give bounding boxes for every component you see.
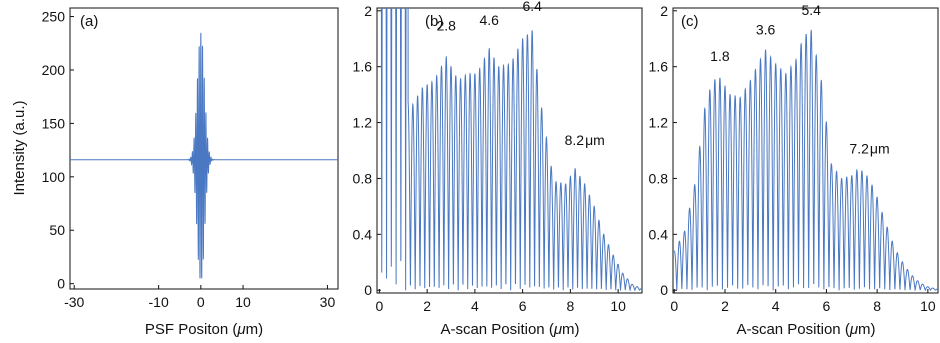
- panel-a-xtick-label-3: 10: [235, 294, 251, 310]
- panel-c-xtick-label-5: 10: [920, 298, 936, 314]
- panel-b-xlabel: A-scan Position (μm): [440, 321, 579, 338]
- panel-b-xlabel-unit: m): [562, 321, 580, 338]
- panel-c-ytick-label-0: 0: [660, 282, 668, 298]
- panel-b-peak-annotation-3: 8.2μm: [565, 132, 605, 148]
- panel-b-peak-unit-3: μm: [585, 132, 605, 148]
- panel-c-ytick-label-3: 1.2: [649, 115, 669, 131]
- panel-c-peak-value-0: 1.8: [710, 48, 730, 64]
- panel-a-ytick-label-0: 0: [57, 276, 65, 292]
- panel-b-ytick-label-3: 1.2: [353, 115, 373, 131]
- panel-a-series-line-0: [70, 32, 338, 279]
- panel-b-ytick-label-0: 0: [364, 282, 372, 298]
- panel-a: -30 -10 0 10 30 0 50 100 150 200 250 (a) Intensity…: [11, 7, 339, 338]
- panel-b-xtick-label-2: 4: [471, 298, 479, 314]
- panel-a-ytick-label-5: 250: [42, 9, 66, 25]
- panel-c-ytick-label-5: 2: [660, 3, 668, 19]
- panel-b-xtick-label-5: 10: [610, 298, 626, 314]
- panel-c-xlabel-unit: m): [858, 321, 876, 338]
- panel-b-xlabel-text: A-scan Position (: [440, 321, 553, 338]
- panel-a-label: (a): [80, 13, 98, 30]
- panel-b-peak-annotation-0: 2.8: [436, 17, 456, 33]
- panel-c-series-line-0: [673, 29, 938, 292]
- panel-b-frame: [376, 7, 643, 294]
- panel-c-xlabel: A-scan Position (μm): [736, 321, 875, 338]
- panel-b-peak-annotation-2: 6.4: [522, 0, 542, 14]
- panel-a-xlabel: PSF Positon (μm): [145, 321, 263, 338]
- panel-c-peak-unit-3: μm: [870, 140, 890, 156]
- panel-b-ytick-label-1: 0.4: [353, 226, 373, 242]
- panel-a-xlabel-mu: μ: [236, 321, 245, 338]
- panel-c-ytick-label-1: 0.4: [649, 226, 669, 242]
- panel-a-series: [70, 32, 338, 279]
- panel-a-ytick-label-2: 100: [42, 169, 66, 185]
- panel-b-peak-annotation-1: 4.6: [479, 12, 499, 28]
- panel-b-label: (b): [425, 13, 443, 30]
- panel-b-ticks: 0 2 4 6 8 10 0 0.4 0.8 1.2 1.6 2: [353, 3, 627, 314]
- panel-c-peak-value-1: 3.6: [756, 22, 776, 38]
- panel-b-peak-value-1: 4.6: [479, 12, 499, 28]
- panel-c: 0 2 4 6 8 10 0 0.4 0.8 1.2 1.6 2 1.8 3.6 5.4 7.2μm (c)…: [649, 2, 939, 338]
- panel-b-peak-value-3: 8.2: [565, 132, 585, 148]
- panel-c-xtick-label-4: 8: [873, 298, 881, 314]
- panel-c-xlabel-mu: μ: [849, 321, 858, 338]
- panel-a-xtick-label-0: -30: [64, 294, 84, 310]
- panel-a-xtick-label-1: -10: [149, 294, 169, 310]
- panel-c-ytick-label-2: 0.8: [649, 170, 669, 186]
- panel-c-label: (c): [681, 13, 699, 30]
- panel-c-series: [673, 29, 938, 292]
- panel-c-peak-annotation-3: 7.2μm: [849, 140, 889, 156]
- panel-a-ytick-label-1: 50: [49, 222, 65, 238]
- panel-b-ytick-label-2: 0.8: [353, 170, 373, 186]
- panel-c-peak-annotation-0: 1.8: [710, 48, 730, 64]
- panel-a-ytick-label-4: 200: [42, 62, 66, 78]
- panel-c-xtick-label-0: 0: [670, 298, 678, 314]
- panel-a-xtick-label-2: 0: [197, 294, 205, 310]
- panel-c-peak-annotation-2: 5.4: [801, 2, 821, 18]
- panel-a-ylabel: Intensity (a.u.): [11, 100, 28, 195]
- panel-a-ytick-label-3: 150: [42, 115, 66, 131]
- panel-c-xtick-label-1: 2: [721, 298, 729, 314]
- panel-a-frame: [69, 7, 339, 290]
- panel-b-annotations: 2.8 4.6 6.4 8.2μm: [436, 0, 604, 148]
- panel-b-series: [380, 8, 642, 292]
- panel-b-xtick-label-0: 0: [375, 298, 383, 314]
- panel-b-xtick-label-1: 2: [423, 298, 431, 314]
- panel-a-xtick-label-4: 30: [320, 294, 336, 310]
- panel-c-annotations: 1.8 3.6 5.4 7.2μm: [710, 2, 889, 156]
- panel-b-series-line-0: [380, 8, 642, 292]
- panel-b-xlabel-mu: μ: [553, 321, 562, 338]
- panel-b-peak-value-0: 2.8: [436, 17, 456, 33]
- panel-c-ytick-label-4: 1.6: [649, 59, 669, 75]
- panel-c-xtick-label-2: 4: [772, 298, 780, 314]
- panel-b-xtick-label-3: 6: [519, 298, 527, 314]
- panel-c-frame: [672, 7, 939, 294]
- panel-b-xtick-label-4: 8: [566, 298, 574, 314]
- panel-a-xlabel-unit: m): [246, 321, 264, 338]
- panel-b-ytick-label-4: 1.6: [353, 59, 373, 75]
- panel-c-xtick-label-3: 6: [823, 298, 831, 314]
- panel-c-ticks: 0 2 4 6 8 10 0 0.4 0.8 1.2 1.6 2: [649, 3, 936, 314]
- panel-c-peak-annotation-1: 3.6: [756, 22, 776, 38]
- panel-a-ticks: -30 -10 0 10 30 0 50 100 150 200 250: [42, 9, 336, 310]
- panel-b: 0 2 4 6 8 10 0 0.4 0.8 1.2 1.6 2 2.8 4.6 6.4 8.2μm (b)…: [353, 0, 643, 338]
- panel-c-peak-value-2: 5.4: [801, 2, 821, 18]
- panel-b-peak-value-2: 6.4: [522, 0, 542, 14]
- panel-c-peak-value-3: 7.2: [849, 140, 869, 156]
- panel-c-xlabel-text: A-scan Position (: [736, 321, 849, 338]
- panel-b-ytick-label-5: 2: [364, 3, 372, 19]
- panel-a-xlabel-text: PSF Positon (: [145, 321, 238, 338]
